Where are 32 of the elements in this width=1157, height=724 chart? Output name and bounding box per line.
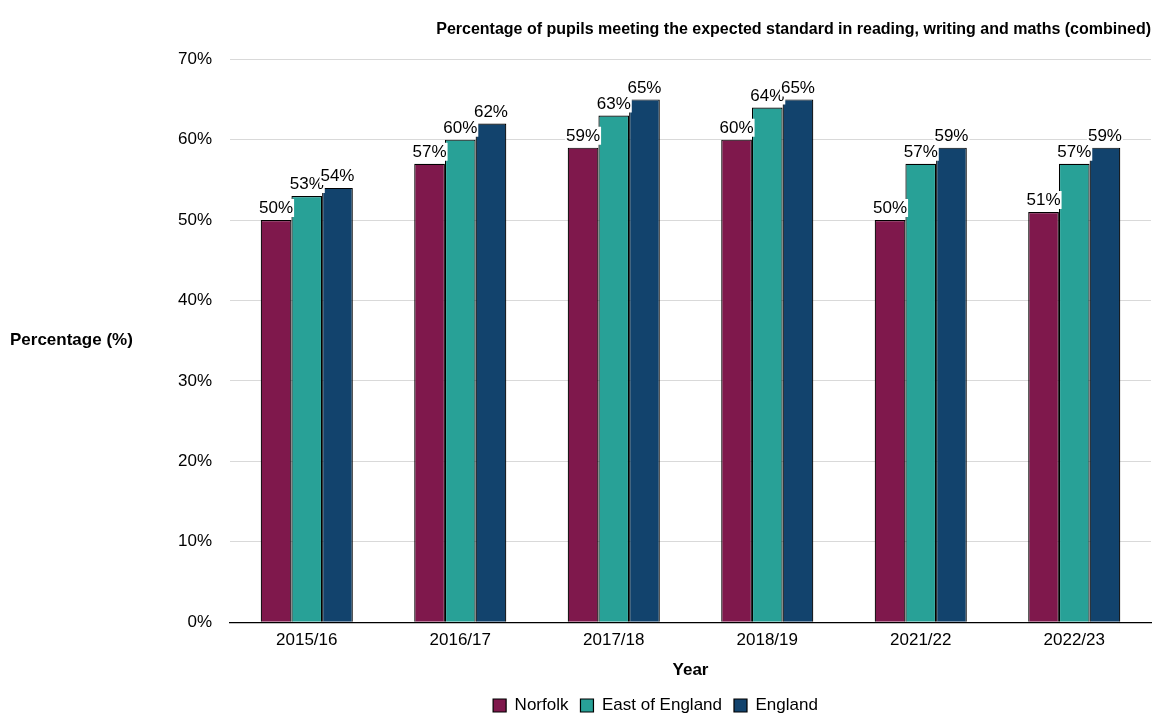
- data-label: 57%: [412, 141, 447, 161]
- y-tick-label: 20%: [177, 451, 213, 471]
- x-axis-title: Year: [672, 660, 709, 680]
- x-tick-label: 2021/22: [890, 630, 952, 650]
- x-tick-label: 2018/19: [736, 630, 798, 650]
- y-tick-label: 30%: [177, 370, 213, 390]
- data-label: 57%: [1057, 141, 1092, 161]
- x-tick-label: 2016/17: [429, 630, 491, 650]
- data-label: 50%: [259, 198, 294, 218]
- data-label: 60%: [443, 117, 478, 137]
- y-tick-label: 50%: [177, 209, 213, 229]
- legend-label: Norfolk: [514, 695, 569, 715]
- legend-label: East of England: [601, 695, 722, 715]
- data-label: 57%: [903, 141, 938, 161]
- x-tick-label: 2015/16: [276, 630, 338, 650]
- y-tick-label: 0%: [187, 611, 213, 631]
- y-tick-label: 60%: [177, 129, 213, 149]
- data-label: 60%: [719, 117, 754, 137]
- y-axis-title: Percentage (%): [10, 330, 133, 350]
- x-tick-label: 2017/18: [583, 630, 645, 650]
- data-label: 63%: [596, 93, 631, 113]
- x-tick-label: 2022/23: [1043, 630, 1105, 650]
- data-label: 51%: [1026, 190, 1061, 210]
- data-label: 50%: [873, 198, 908, 218]
- y-tick-label: 10%: [177, 531, 213, 551]
- legend-label: England: [755, 695, 818, 715]
- y-tick-label: 40%: [177, 290, 213, 310]
- y-tick-label: 70%: [177, 48, 213, 68]
- data-label: 59%: [566, 125, 601, 145]
- chart-title: Percentage of pupils meeting the expected standard in reading, writing and maths (combined): [436, 20, 1151, 38]
- data-label: 59%: [934, 125, 969, 145]
- data-label: 59%: [1087, 125, 1122, 145]
